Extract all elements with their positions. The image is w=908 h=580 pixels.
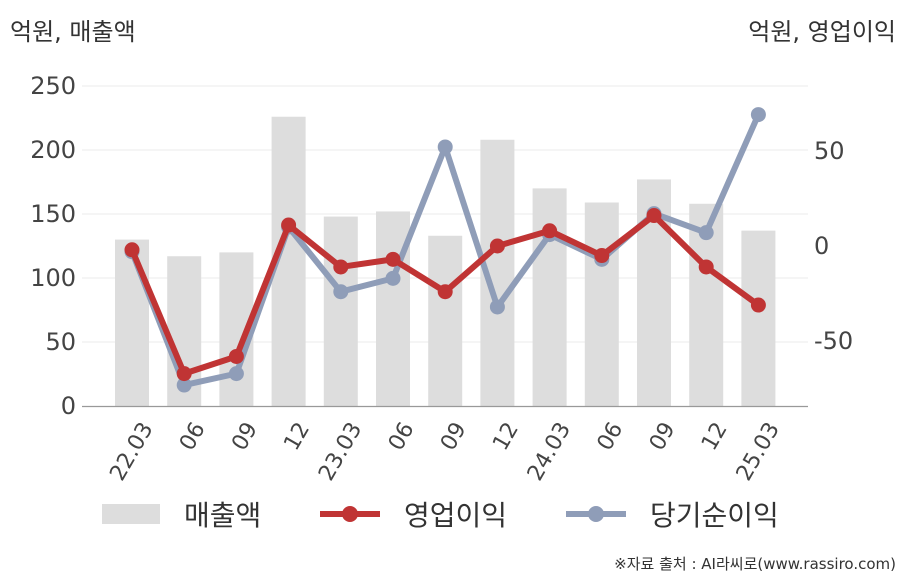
net-income-point <box>750 107 766 123</box>
revenue-bar <box>428 235 463 406</box>
revenue-bar <box>532 188 567 406</box>
net-income-point <box>437 139 453 155</box>
x-tick-label: 09 <box>645 418 681 455</box>
net-income-point <box>228 366 244 382</box>
legend-swatch-net-income <box>566 504 626 524</box>
x-tick-label: 22.03 <box>105 418 158 485</box>
operating-profit-point <box>594 248 610 264</box>
x-tick-label: 23.03 <box>314 418 367 485</box>
x-tick-label: 12 <box>697 418 733 455</box>
left-tick-label: 0 <box>61 392 76 420</box>
x-axis: 22.03 06 09 12 23.03 06 09 12 24.03 06 09 12 25.03 <box>82 405 808 485</box>
x-tick-label: 09 <box>227 418 263 455</box>
revenue-bar <box>323 216 358 406</box>
left-axis-unit: 억원, 매출액 <box>10 18 136 46</box>
net-income-point <box>698 225 714 241</box>
operating-profit-point <box>646 208 662 224</box>
right-tick-label: 50 <box>814 137 845 165</box>
x-tick-label: 06 <box>593 418 629 455</box>
profit-lines <box>124 107 766 393</box>
left-tick-label: 100 <box>30 264 76 292</box>
revenue-bars <box>115 116 776 406</box>
net-income-point <box>176 377 192 393</box>
operating-profit-point <box>124 242 140 258</box>
revenue-bar <box>741 230 776 406</box>
operating-profit-point <box>698 259 714 275</box>
legend-item-operating-profit: 영업이익 <box>320 490 507 538</box>
left-tick-label: 250 <box>30 72 76 100</box>
x-tick-label: 12 <box>279 418 315 455</box>
right-axis-ticks: -50 0 50 <box>814 137 853 355</box>
legend-item-net-income: 당기순이익 <box>566 490 779 538</box>
source-note: ※자료 출처 : AI라씨로(www.rassiro.com) <box>614 555 896 573</box>
net-income-point <box>385 270 401 286</box>
right-tick-label: 0 <box>814 232 829 260</box>
x-tick-label: 12 <box>488 418 524 455</box>
operating-profit-point <box>542 223 558 239</box>
right-tick-label: -50 <box>814 327 853 355</box>
x-tick-label: 06 <box>175 418 211 455</box>
legend-label-operating-profit: 영업이익 <box>404 499 508 532</box>
operating-profit-point <box>437 284 453 300</box>
revenue-bar <box>584 202 619 406</box>
legend-swatch-revenue <box>102 504 160 524</box>
operating-profit-point <box>385 251 401 267</box>
operating-profit-point <box>333 259 349 275</box>
left-tick-label: 200 <box>30 136 76 164</box>
x-tick-label: 24.03 <box>523 418 576 485</box>
operating-profit-point <box>489 238 505 254</box>
operating-profit-point <box>176 366 192 382</box>
legend-item-revenue: 매출액 <box>102 490 261 538</box>
legend-label-net-income: 당기순이익 <box>650 499 779 532</box>
x-tick-label: 25.03 <box>732 418 785 485</box>
legend-label-revenue: 매출액 <box>184 499 262 532</box>
right-axis-unit: 억원, 영업이익 <box>748 18 896 46</box>
left-tick-label: 150 <box>30 200 76 228</box>
left-tick-label: 50 <box>45 328 76 356</box>
net-income-point <box>489 299 505 315</box>
legend-swatch-operating-profit <box>320 504 380 524</box>
x-tick-label: 06 <box>384 418 420 455</box>
x-tick-label: 09 <box>436 418 472 455</box>
operating-profit-point <box>750 297 766 313</box>
operating-profit-point <box>281 217 297 233</box>
left-axis-ticks: 0 50 100 150 200 250 <box>30 72 76 420</box>
net-income-point <box>333 284 349 300</box>
legend: 매출액 영업이익 당기순이익 <box>0 490 908 538</box>
revenue-bar <box>115 239 149 406</box>
operating-profit-point <box>228 348 244 364</box>
